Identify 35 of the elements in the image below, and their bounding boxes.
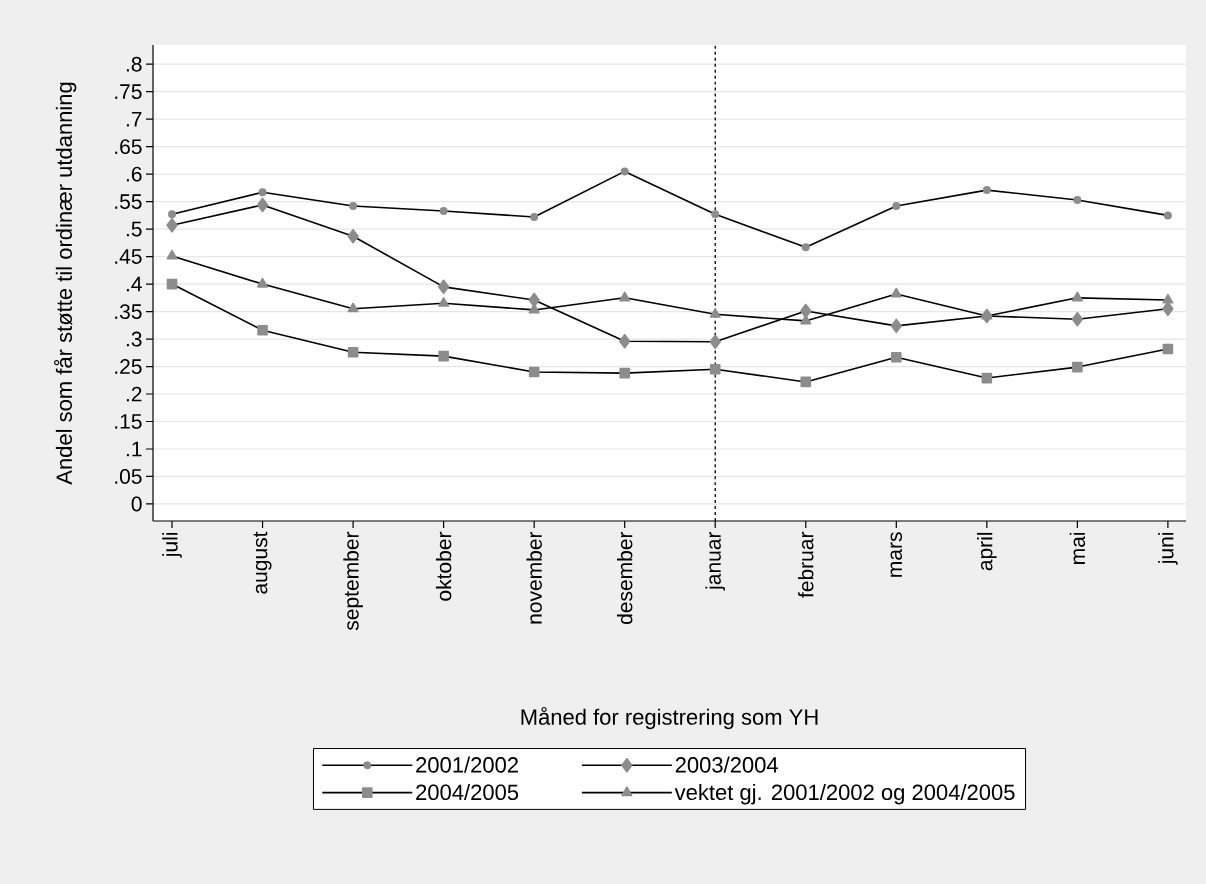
legend-label: 2004/2005 (416, 783, 519, 801)
x-tick-label: desember (616, 531, 633, 625)
legend-label: 2001/2002 (416, 756, 518, 773)
x-tick-label: oktober (435, 531, 452, 601)
y-tick-label: .4 (126, 276, 142, 292)
x-tick-label: mars (890, 532, 903, 577)
x-tick-label: januar (705, 531, 726, 591)
y-tick-label: .25 (115, 359, 142, 374)
y-tick-label: .05 (115, 469, 142, 484)
x-tick-label: juli (162, 532, 182, 558)
y-tick-label: .5 (126, 221, 142, 237)
y-tick-label: .2 (126, 386, 142, 402)
y-tick-label: .75 (115, 84, 142, 100)
x-tick-label: november (526, 531, 542, 624)
y-axis-title: Andel som får støtte til ordinær utdanning (54, 82, 77, 485)
x-tick-label: juni (1158, 532, 1178, 565)
y-tick-label: 0 (131, 496, 142, 512)
x-tick-label: september (343, 531, 363, 631)
y-tick-label: .7 (126, 111, 142, 127)
x-tick-label: februar (798, 531, 814, 598)
x-tick-label: april (977, 532, 997, 571)
legend-label: vektet gj. 2001/2002 og 2004/2005 (674, 783, 1015, 805)
y-tick-label: .6 (126, 166, 142, 182)
y-tick-label: .15 (115, 414, 142, 429)
x-tick-label: august (253, 531, 272, 594)
x-axis-title: Måned for registrering som YH (521, 706, 818, 730)
y-tick-label: .1 (126, 441, 142, 457)
legend-label: 2003/2004 (675, 756, 778, 773)
y-tick-label: .35 (115, 304, 142, 319)
x-tick-label: mai (1069, 532, 1086, 564)
y-tick-label: .65 (115, 139, 142, 155)
y-tick-label: .55 (115, 194, 142, 209)
y-tick-label: .45 (115, 249, 142, 264)
y-tick-label: .8 (126, 56, 142, 72)
y-tick-label: .3 (126, 331, 142, 347)
